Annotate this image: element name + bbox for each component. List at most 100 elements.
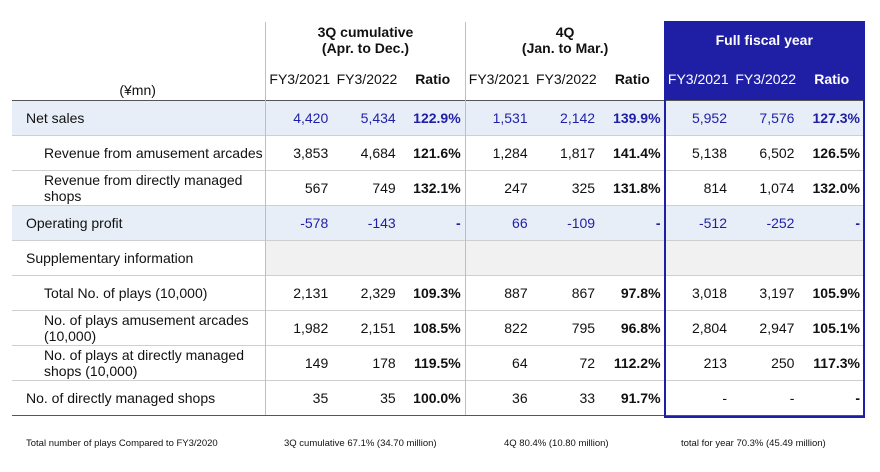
- value-cell: 1,982: [265, 310, 334, 346]
- empty-cell: [333, 240, 401, 276]
- value-cell: -578: [265, 205, 334, 241]
- value-cell: 178: [333, 345, 401, 381]
- value-cell: 814: [664, 170, 732, 206]
- value-cell: 867: [532, 275, 601, 311]
- value-cell: 35: [333, 380, 401, 416]
- ratio-cell: 100.0%: [400, 380, 466, 416]
- footnote-label: Total number of plays Compared to FY3/20…: [26, 438, 218, 449]
- empty-cell: [400, 240, 466, 276]
- value-cell: 3,018: [664, 275, 732, 311]
- value-cell: -: [664, 380, 732, 416]
- value-cell: 1,284: [464, 135, 533, 171]
- value-cell: 213: [664, 345, 732, 381]
- value-cell: 4,420: [265, 100, 334, 136]
- ratio-cell: 109.3%: [400, 275, 466, 311]
- table-row: No. of directly managed shops 35 35 100.0% 3…: [12, 380, 864, 416]
- value-cell: 66: [464, 205, 533, 241]
- value-cell: 1,817: [532, 135, 601, 171]
- ratio-cell: 108.5%: [400, 310, 466, 346]
- header-3q: 3Q cumulative (Apr. to Dec.): [265, 22, 466, 58]
- table-row: Supplementary information: [12, 240, 864, 276]
- ratio-cell: 112.2%: [600, 345, 665, 381]
- header-full-year-title: Full fiscal year: [715, 32, 813, 48]
- row-label: Supplementary information: [12, 240, 266, 276]
- empty-cell: [799, 240, 864, 276]
- value-cell: 2,131: [265, 275, 334, 311]
- value-cell: 1,531: [464, 100, 533, 136]
- col-3q-ratio: Ratio: [415, 71, 451, 87]
- value-cell: 795: [532, 310, 601, 346]
- ratio-cell: 91.7%: [600, 380, 665, 416]
- ratio-cell: 141.4%: [600, 135, 665, 171]
- results-table: 3Q cumulative (Apr. to Dec.) 4Q (Jan. to…: [12, 22, 864, 416]
- value-cell: 247: [464, 170, 533, 206]
- ratio-cell: -: [400, 205, 466, 241]
- value-cell: 2,947: [732, 310, 800, 346]
- table-row: Operating profit -578 -143-66 -109- -512 -252…: [12, 205, 864, 241]
- ratio-cell: 131.8%: [600, 170, 665, 206]
- header-full-year: Full fiscal year: [664, 22, 864, 58]
- ratio-cell: 117.3%: [799, 345, 864, 381]
- row-label: No. of plays amusement arcades (10,000): [12, 310, 266, 346]
- value-cell: 567: [265, 170, 334, 206]
- col-4q-fy2021: FY3/2021: [464, 58, 533, 101]
- table-body: Net sales 4,420 5,434 122.9% 1,531 2,142 139.9…: [12, 100, 864, 416]
- header-4q-subtitle: (Jan. to Mar.): [521, 40, 609, 56]
- header-4q-title: 4Q: [555, 24, 575, 40]
- empty-cell: [464, 240, 533, 276]
- footnote-3q: 3Q cumulative 67.1% (34.70 million): [284, 438, 437, 449]
- empty-cell: [600, 240, 665, 276]
- header-4q: 4Q (Jan. to Mar.): [464, 22, 665, 58]
- col-fy-ratio: Ratio: [799, 58, 864, 101]
- ratio-cell: 126.5%: [799, 135, 864, 171]
- ratio-cell: 97.8%: [600, 275, 665, 311]
- ratio-cell: 127.3%: [799, 100, 864, 136]
- unit-label: (¥mn): [119, 82, 156, 98]
- row-label: No. of plays at directly managed shops (…: [12, 345, 266, 381]
- row-label: Total No. of plays (10,000): [12, 275, 266, 311]
- ratio-cell: -: [600, 205, 665, 241]
- row-label: Operating profit: [12, 205, 266, 241]
- ratio-cell: -: [799, 380, 864, 416]
- header-blank: [12, 22, 266, 58]
- value-cell: 5,138: [664, 135, 732, 171]
- value-cell: 250: [732, 345, 800, 381]
- row-label: Net sales: [12, 100, 266, 136]
- ratio-cell: 139.9%: [600, 100, 665, 136]
- value-cell: 887: [464, 275, 533, 311]
- row-label: Revenue from directly managed shops: [12, 170, 266, 206]
- header-3q-title: 3Q cumulative: [317, 24, 414, 40]
- footnote-year: total for year 70.3% (45.49 million): [681, 438, 826, 449]
- row-label: No. of directly managed shops: [12, 380, 266, 416]
- value-cell: -252: [732, 205, 800, 241]
- col-4q-ratio: Ratio: [614, 71, 650, 87]
- value-cell: 1,074: [732, 170, 800, 206]
- table-row: Revenue from directly managed shops 567 74…: [12, 170, 864, 206]
- ratio-cell: 132.0%: [799, 170, 864, 206]
- table-row: No. of plays at directly managed shops (…: [12, 345, 864, 381]
- header-column-row: (¥mn) FY3/2021 FY3/2022 Ratio FY3/2021 F…: [12, 58, 864, 101]
- value-cell: 4,684: [333, 135, 401, 171]
- ratio-cell: -: [799, 205, 864, 241]
- value-cell: 6,502: [732, 135, 800, 171]
- results-table-container: 3Q cumulative (Apr. to Dec.) 4Q (Jan. to…: [12, 21, 865, 418]
- value-cell: -109: [532, 205, 601, 241]
- col-4q-fy2022: FY3/2022: [536, 71, 597, 87]
- empty-cell: [532, 240, 601, 276]
- value-cell: 36: [464, 380, 533, 416]
- table-row: No. of plays amusement arcades (10,000) 1…: [12, 310, 864, 346]
- table-row: Net sales 4,420 5,434 122.9% 1,531 2,142 139.9…: [12, 100, 864, 136]
- col-fy-fy2022: FY3/2022: [732, 58, 800, 101]
- value-cell: 5,434: [333, 100, 401, 136]
- footnote-4q: 4Q 80.4% (10.80 million): [504, 438, 609, 449]
- value-cell: 2,804: [664, 310, 732, 346]
- ratio-cell: 105.1%: [799, 310, 864, 346]
- ratio-cell: 132.1%: [400, 170, 466, 206]
- col-3q-fy2022: FY3/2022: [336, 71, 398, 87]
- ratio-cell: 96.8%: [600, 310, 665, 346]
- header-3q-subtitle: (Apr. to Dec.): [321, 40, 410, 56]
- value-cell: 149: [265, 345, 334, 381]
- ratio-cell: 121.6%: [400, 135, 466, 171]
- value-cell: 2,142: [532, 100, 601, 136]
- header-group-row: 3Q cumulative (Apr. to Dec.) 4Q (Jan. to…: [12, 22, 864, 58]
